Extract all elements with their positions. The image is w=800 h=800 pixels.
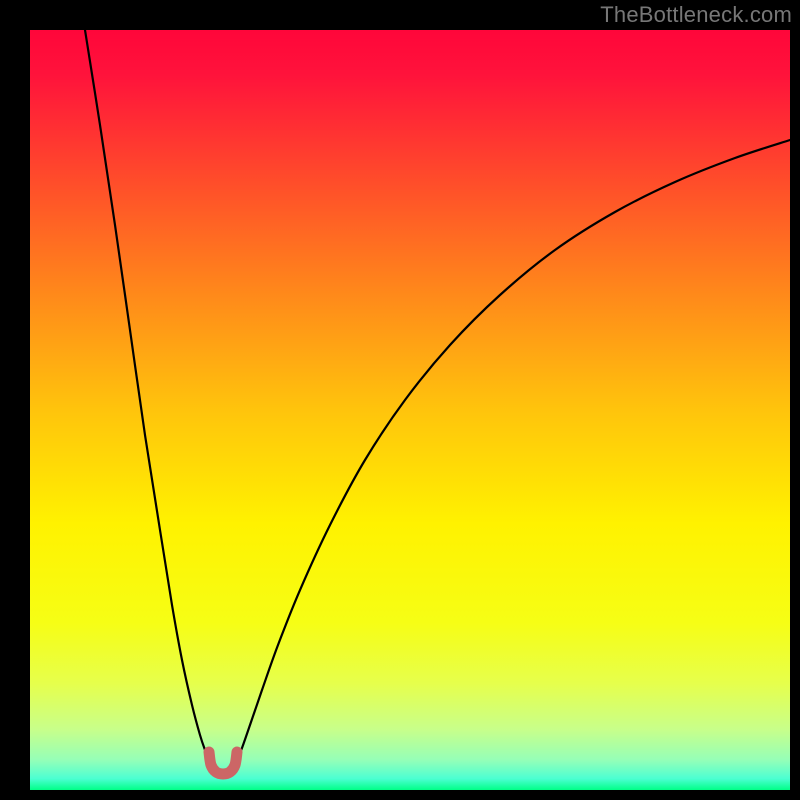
bottleneck-chart <box>0 0 800 800</box>
watermark-text: TheBottleneck.com <box>600 2 792 28</box>
chart-canvas: TheBottleneck.com <box>0 0 800 800</box>
gradient-background <box>30 30 790 790</box>
